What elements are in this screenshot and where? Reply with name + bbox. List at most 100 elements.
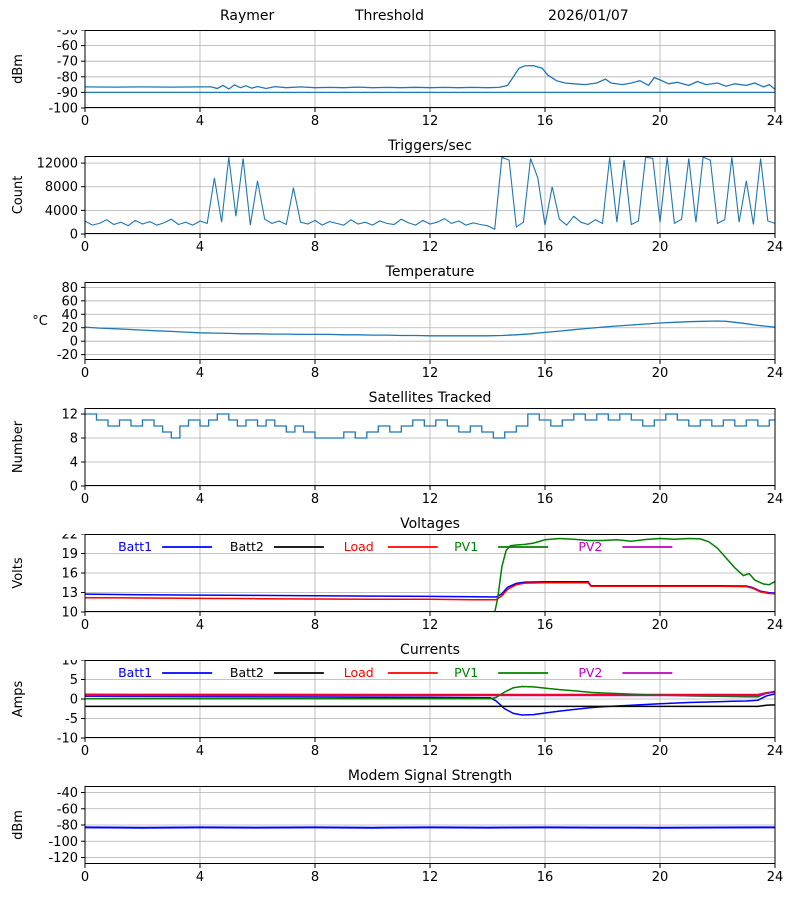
voltages-chart: Voltages 0 4 8 12 16 20 24 10 13 16 19 22 Volts Batt1 B… — [0, 515, 800, 634]
x-tick-label: 0 — [81, 618, 89, 633]
x-tick-label: 24 — [767, 240, 784, 255]
axes-frame — [84, 30, 776, 108]
modem-chart-ylabel: dBm — [11, 810, 26, 840]
x-tick-label: 8 — [311, 114, 319, 129]
y-tick-label: 19 — [61, 547, 78, 562]
x-tick-label: 24 — [767, 366, 784, 381]
x-tick-label: 4 — [196, 240, 204, 255]
y-tick-label: 5 — [70, 673, 78, 688]
x-tick-label: 12 — [422, 114, 439, 129]
voltages-chart-title: Voltages — [400, 516, 460, 532]
legend-label-PV2: PV2 — [578, 665, 602, 680]
y-tick-label: -60 — [57, 802, 78, 817]
triggers-chart-plot: 0 4 8 12 16 20 24 0 4000 8000 12000 Count — [11, 156, 784, 255]
modem-chart-title: Modem Signal Strength — [347, 768, 513, 784]
y-tick-label: -120 — [48, 851, 78, 866]
series-PV2 — [85, 691, 775, 697]
x-tick-label: 0 — [81, 492, 89, 507]
axes-frame — [84, 156, 776, 234]
legend-label-PV2: PV2 — [578, 539, 602, 554]
y-tick-label: -50 — [57, 30, 78, 39]
series-signal — [85, 64, 775, 90]
y-tick-label: 10 — [61, 606, 78, 621]
voltages-chart-plot: 0 4 8 12 16 20 24 10 13 16 19 22 Volts Batt1 Batt2 Load… — [11, 534, 784, 633]
x-tick-label: 16 — [537, 618, 554, 633]
x-tick-label: 0 — [81, 744, 89, 759]
x-tick-label: 24 — [767, 618, 784, 633]
legend-label-Load: Load — [344, 539, 374, 554]
y-tick-label: -80 — [57, 70, 78, 85]
legend-label-Batt2: Batt2 — [230, 539, 264, 554]
station-name: Raymer — [220, 8, 275, 24]
x-tick-label: 20 — [652, 114, 669, 129]
x-tick-label: 12 — [422, 744, 439, 759]
currents-chart: Currents 0 4 8 12 16 20 24 -10 -5 0 5 10 Amps Batt1 Bat… — [0, 641, 800, 760]
x-tick-label: 8 — [311, 240, 319, 255]
legend-label-Batt1: Batt1 — [118, 539, 152, 554]
y-tick-label: 0 — [70, 693, 78, 708]
x-tick-label: 8 — [311, 366, 319, 381]
x-tick-label: 24 — [767, 492, 784, 507]
series-Batt1 — [85, 693, 775, 716]
x-tick-label: 20 — [652, 492, 669, 507]
y-tick-label: 8 — [70, 432, 78, 447]
satellites-chart-title: Satellites Tracked — [368, 390, 492, 406]
x-tick-label: 20 — [652, 618, 669, 633]
y-tick-label: 0 — [70, 480, 78, 495]
x-tick-label: 12 — [422, 492, 439, 507]
x-tick-label: 12 — [422, 366, 439, 381]
x-tick-label: 16 — [537, 366, 554, 381]
triggers-chart-ylabel: Count — [11, 176, 26, 215]
series-PV1 — [85, 685, 775, 700]
x-tick-label: 12 — [422, 870, 439, 885]
x-tick-label: 4 — [196, 618, 204, 633]
x-tick-label: 4 — [196, 114, 204, 129]
x-tick-label: 20 — [652, 240, 669, 255]
x-tick-label: 8 — [311, 870, 319, 885]
series-triggers — [85, 156, 775, 231]
y-tick-label: 8000 — [45, 180, 78, 195]
x-tick-label: 4 — [196, 492, 204, 507]
satellites-chart-plot: 0 4 8 12 16 20 24 0 4 8 12 Number — [11, 408, 784, 507]
y-tick-label: -90 — [57, 86, 78, 101]
y-tick-label: -5 — [65, 712, 78, 727]
y-tick-label: -60 — [57, 39, 78, 54]
legend-label-Load: Load — [344, 665, 374, 680]
x-tick-label: 4 — [196, 870, 204, 885]
y-tick-label: 12 — [61, 408, 78, 423]
currents-chart-title: Currents — [400, 642, 460, 658]
x-tick-label: 12 — [422, 240, 439, 255]
modem-chart-plot: 0 4 8 12 16 20 24 -120-100-80 -60-40 dBm — [11, 786, 784, 885]
currents-chart-plot: 0 4 8 12 16 20 24 -10 -5 0 5 10 Amps Batt1 Batt2 Load PV… — [11, 660, 784, 759]
x-tick-label: 16 — [537, 114, 554, 129]
satellites-chart: Satellites Tracked 0 4 8 12 16 20 24 0 4 8 12 Number — [0, 389, 800, 508]
x-tick-label: 4 — [196, 744, 204, 759]
y-tick-label: -20 — [57, 348, 78, 363]
x-tick-label: 20 — [652, 744, 669, 759]
x-tick-label: 24 — [767, 870, 784, 885]
x-tick-label: 0 — [81, 114, 89, 129]
x-tick-label: 24 — [767, 744, 784, 759]
x-tick-label: 8 — [311, 618, 319, 633]
y-tick-label: 13 — [61, 586, 78, 601]
threshold-chart-title: Threshold — [355, 8, 424, 24]
x-tick-label: 12 — [422, 618, 439, 633]
x-tick-label: 20 — [652, 870, 669, 885]
y-tick-label: 60 — [61, 294, 78, 309]
temperature-chart-title: Temperature — [385, 264, 475, 280]
series-temperature — [85, 320, 775, 337]
x-tick-label: 0 — [81, 366, 89, 381]
x-tick-label: 20 — [652, 366, 669, 381]
x-tick-label: 8 — [311, 744, 319, 759]
x-tick-label: 4 — [196, 366, 204, 381]
series-satellites — [85, 413, 775, 439]
currents-chart-ylabel: Amps — [11, 680, 26, 717]
x-tick-label: 8 — [311, 492, 319, 507]
temperature-chart: Temperature 0 4 8 12 16 20 24 -20 0 20 40 60 80 °C — [0, 263, 800, 382]
voltages-chart-ylabel: Volts — [11, 557, 26, 589]
y-tick-label: -100 — [48, 835, 78, 850]
figure-header: Raymer Threshold 2026/01/07 — [85, 6, 775, 30]
legend-label-Batt2: Batt2 — [230, 665, 264, 680]
